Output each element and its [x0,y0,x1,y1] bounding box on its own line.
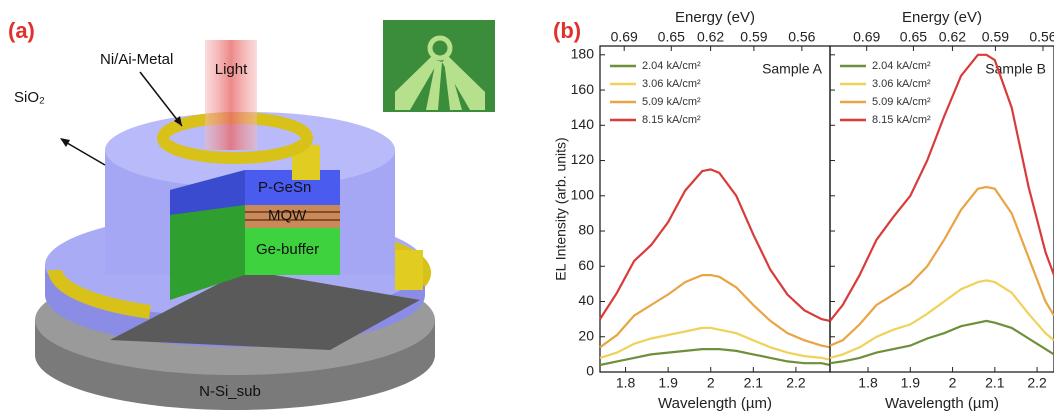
x2-axis-title: Energy (eV) [675,9,755,26]
x-tick-label: 2 [707,375,715,391]
x-tick-label: 1.9 [901,375,921,391]
chart-panel: 0 20 40 60 80 100 120 140 160 180 1.8 1.9 2 2.1 2.2 0.6… [553,9,831,412]
series-line [599,274,831,349]
panel-label: (b) [553,18,581,43]
plot-frame [599,45,831,373]
y-tick-label: 40 [578,292,594,308]
x-tick-label: 1.8 [858,375,878,391]
legend-label: 5.09 kA/cm² [872,96,931,108]
x-tick-label: 1.8 [616,375,636,391]
metal-label: Ni/Ai-Metal [100,51,173,68]
arrow [139,71,183,127]
y-tick-label: 0 [586,363,594,379]
legend-label: 5.09 kA/cm² [642,96,701,108]
series-line [599,348,831,367]
y-tick-label: 140 [571,116,595,132]
contact-pad [395,250,423,290]
chart-panel: 1.8 1.9 2 2.1 2.2 0.69 0.65 0.62 0.59 0.56 Wavelen… [829,9,1054,412]
x-tick-label: 2.2 [1027,375,1047,391]
mqw-layer [245,205,340,228]
chip-trace [442,56,485,110]
y-tick-label: 120 [571,151,595,167]
legend-label: 3.06 kA/cm² [642,78,701,90]
x-tick-label: 2.1 [985,375,1005,391]
x2-axis-title: Energy (eV) [902,9,982,26]
y-tick-label: 20 [578,327,594,343]
x2-tick-label: 0.59 [982,29,1009,45]
y-tick-label: 100 [571,186,595,202]
y-axis-title: EL Intensity (arb. units) [553,137,569,280]
buffer-layer [245,228,340,275]
buffer-label: Ge-buffer [256,241,319,258]
arrow [61,139,106,166]
x-axis-title: Wavelength (µm) [885,395,999,412]
x2-tick-label: 0.56 [788,29,815,45]
x2-tick-label: 0.69 [853,29,880,45]
chip-trace [426,60,442,110]
series-line [599,326,831,361]
legend-label: 8.15 kA/cm² [642,114,701,126]
p-front [170,170,245,215]
substrate-label: N-Si_sub [199,383,261,400]
cutaway-floor [110,270,420,350]
x2-tick-label: 0.65 [900,29,927,45]
light-beam [205,40,257,150]
annotation: Sample B [985,61,1046,77]
contact-ring [48,269,151,319]
x2-tick-label: 0.62 [697,29,724,45]
y-tick-label: 160 [571,81,595,97]
y-tick-label: 80 [578,222,594,238]
arrow-head [174,116,182,126]
x-tick-label: 2.1 [744,375,764,391]
light-label: Light [215,61,248,78]
x2-tick-label: 0.62 [939,29,966,45]
x-tick-label: 2.2 [786,375,806,391]
panel-label: (a) [8,18,35,43]
x-axis-title: Wavelength (µm) [658,395,772,412]
series-line [599,168,831,322]
chip-trace [395,56,438,110]
annotation: Sample A [762,61,823,77]
y-tick-label: 180 [571,46,595,62]
series-line [829,279,1054,359]
plot-frame [829,45,1054,373]
chip-pad [427,35,453,61]
arrow-head [60,138,70,147]
mqw-label: MQW [268,207,307,224]
x2-tick-label: 0.65 [658,29,685,45]
series-line [829,53,1054,322]
legend-label: 3.06 kA/cm² [872,78,931,90]
x-tick-label: 1.9 [658,375,678,391]
legend-label: 8.15 kA/cm² [872,114,931,126]
x2-tick-label: 0.69 [611,29,638,45]
p-layer-label: P-GeSn [258,179,311,196]
x-tick-label: 2 [949,375,957,391]
legend-label: 2.04 kA/cm² [872,60,931,72]
series-line [829,185,1054,347]
x2-tick-label: 0.56 [1029,29,1054,45]
y-tick-label: 60 [578,257,594,273]
series-line [829,319,1054,365]
oxide-label: SiO₂ [14,89,45,106]
device-schematic: (a) Light Ni/Ai-Metal SiO₂ [8,18,495,410]
x2-tick-label: 0.59 [740,29,767,45]
legend-label: 2.04 kA/cm² [642,60,701,72]
